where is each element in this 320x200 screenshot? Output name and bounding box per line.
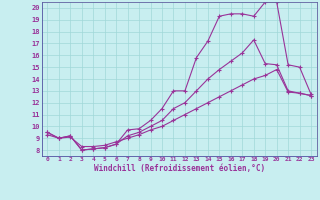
X-axis label: Windchill (Refroidissement éolien,°C): Windchill (Refroidissement éolien,°C)	[94, 164, 265, 173]
